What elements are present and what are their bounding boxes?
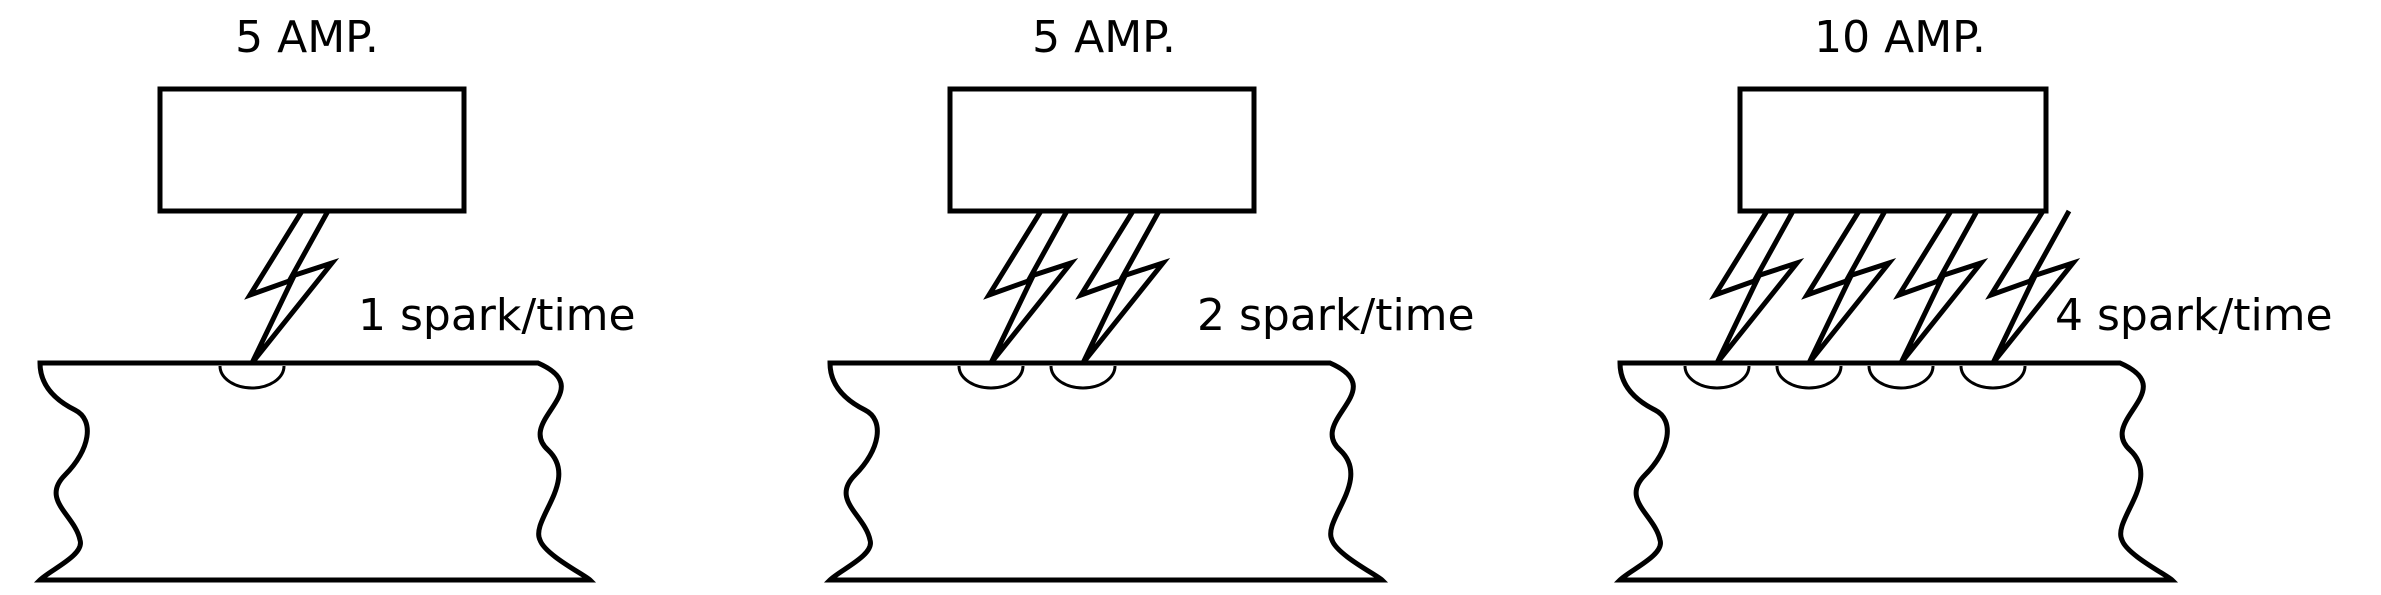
crater-arc bbox=[957, 365, 1025, 390]
panel-3-current-label: 10 AMP. bbox=[1814, 12, 1986, 63]
panel-2-current-label: 5 AMP. bbox=[1032, 12, 1176, 63]
lightning-bolt-icon bbox=[1893, 209, 1989, 365]
lightning-bolt-icon bbox=[1801, 209, 1897, 365]
panel-3-spark-label: 4 spark/time bbox=[2055, 290, 2333, 341]
crater-arc bbox=[1049, 365, 1117, 390]
panel-1-workpiece bbox=[33, 360, 597, 583]
crater-arc bbox=[218, 365, 286, 390]
lightning-bolt-icon bbox=[1075, 209, 1171, 365]
panel-1-current-label: 5 AMP. bbox=[235, 12, 379, 63]
panel-3: 10 AMP. 4 spark/time bbox=[1613, 12, 2333, 583]
crater-arc bbox=[1775, 365, 1843, 390]
panel-1-electrode bbox=[157, 86, 467, 214]
panel-3-workpiece bbox=[1613, 360, 2179, 583]
panel-2-spark-label: 2 spark/time bbox=[1197, 290, 1475, 341]
panel-2-workpiece bbox=[823, 360, 1389, 583]
lightning-bolt-icon bbox=[983, 209, 1079, 365]
panel-2: 5 AMP. 2 spark/time bbox=[823, 12, 1475, 583]
panel-2-electrode bbox=[947, 86, 1257, 214]
panel-1-spark-label: 1 spark/time bbox=[358, 290, 636, 341]
crater-arc bbox=[1867, 365, 1935, 390]
panel-3-electrode bbox=[1737, 86, 2049, 214]
lightning-bolt-icon bbox=[1709, 209, 1805, 365]
crater-arc bbox=[1959, 365, 2027, 390]
lightning-bolt-icon bbox=[244, 209, 340, 365]
crater-arc bbox=[1683, 365, 1751, 390]
panel-1: 5 AMP. 1 spark/time bbox=[33, 12, 636, 583]
